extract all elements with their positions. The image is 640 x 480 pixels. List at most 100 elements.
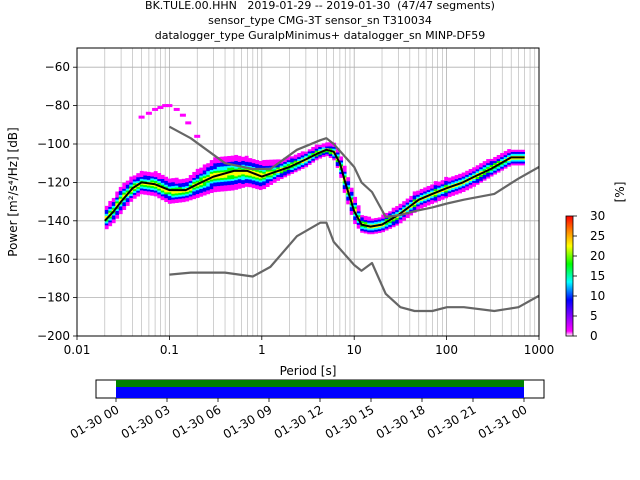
pdf-bin [153, 176, 158, 180]
pdf-bin [213, 182, 218, 185]
pdf-bin [146, 171, 151, 175]
pdf-bin [223, 163, 228, 167]
pdf-bin [115, 197, 120, 200]
pdf-bin [223, 165, 228, 169]
pdf-bin [318, 148, 323, 151]
pdf-bin [122, 188, 127, 191]
pdf-bin [311, 146, 316, 150]
pdf-bin [276, 165, 281, 168]
pdf-bin [353, 214, 358, 217]
pdf-bin [171, 187, 176, 190]
pdf-bin [192, 196, 197, 200]
pdf-bin [206, 190, 211, 193]
pdf-bin [381, 228, 386, 231]
pdf-bin [514, 151, 518, 154]
pdf-bin [381, 226, 386, 229]
pdf-bin [220, 177, 225, 180]
pdf-bin [129, 199, 134, 202]
pdf-bin [276, 174, 281, 177]
pdf-bin [202, 170, 207, 173]
pdf-bin [374, 221, 379, 225]
pdf-bin [269, 163, 274, 166]
pdf-bin [437, 183, 442, 186]
pdf-bin [132, 179, 137, 182]
pdf-bin [192, 183, 197, 186]
pdf-bin [206, 180, 211, 183]
pdf-bin [206, 165, 211, 168]
pdf-bin [206, 163, 211, 166]
pdf-bin [199, 188, 204, 191]
pdf-bin [104, 213, 109, 216]
pdf-bin [255, 161, 260, 165]
pdf-outlier-bin [179, 113, 186, 117]
pdf-bin [398, 217, 403, 220]
pdf-bin [195, 188, 200, 191]
pdf-bin [496, 164, 501, 167]
pdf-bin [374, 217, 379, 221]
pdf-bin [314, 158, 319, 161]
pdf-bin [423, 187, 428, 190]
pdf-bin [258, 180, 263, 183]
pdf-bin [157, 182, 162, 185]
pdf-bin [178, 181, 183, 184]
pdf-bin [255, 177, 260, 180]
pdf-bin [276, 172, 281, 176]
pdf-bin [118, 204, 123, 207]
pdf-bin [384, 222, 389, 225]
pdf-bin [160, 180, 165, 183]
pdf-bin [503, 154, 508, 158]
pdf-bin [388, 211, 393, 214]
pdf-bin [430, 186, 435, 189]
pdf-bin [262, 165, 267, 168]
pdf-bin [311, 156, 316, 159]
pdf-bin [314, 146, 319, 149]
pdf-bin [150, 191, 155, 194]
pdf-bin [223, 188, 228, 192]
pdf-bin [388, 224, 393, 227]
pdf-bin [349, 193, 354, 196]
pdf-bin [118, 194, 123, 197]
pdf-bin [220, 156, 225, 159]
pdf-bin [213, 184, 218, 187]
pdf-bin [174, 200, 179, 203]
pdf-bin [353, 219, 358, 223]
pdf-bin [188, 188, 193, 191]
pdf-bin [356, 214, 361, 218]
pdf-bin [451, 178, 456, 181]
pdf-bin [143, 177, 148, 180]
pdf-bin [185, 195, 190, 198]
pdf-bin [367, 230, 372, 233]
pdf-bin [430, 190, 435, 193]
pdf-bin [237, 178, 242, 182]
pdf-bin [185, 189, 190, 192]
pdf-bin [272, 163, 277, 166]
pdf-bin [192, 187, 197, 190]
pdf-bin [202, 174, 207, 177]
pdf-bin [283, 173, 288, 176]
pdf-bin [325, 142, 330, 145]
pdf-bin [475, 176, 480, 179]
pdf-bin [255, 184, 260, 188]
pdf-bin [164, 199, 169, 203]
pdf-bin [108, 206, 113, 209]
pdf-bin [139, 174, 144, 177]
pdf-bin [234, 172, 239, 175]
pdf-bin [213, 180, 218, 183]
pdf-bin [517, 163, 522, 166]
pdf-bin [346, 198, 351, 201]
pdf-outlier-bin [185, 121, 192, 125]
pdf-bin [230, 178, 235, 181]
pdf-bin [377, 228, 382, 232]
pdf-bin [227, 188, 232, 191]
pdf-bin [150, 193, 155, 196]
pdf-bin [181, 186, 186, 189]
pdf-bin [272, 159, 277, 162]
pdf-bin [300, 151, 305, 154]
pdf-bin [129, 186, 134, 189]
pdf-bin [475, 167, 480, 170]
pdf-bin [241, 172, 246, 175]
pdf-bin [213, 166, 218, 170]
pdf-bin [503, 166, 508, 169]
pdf-bin [290, 165, 295, 169]
pdf-bin [171, 180, 176, 183]
